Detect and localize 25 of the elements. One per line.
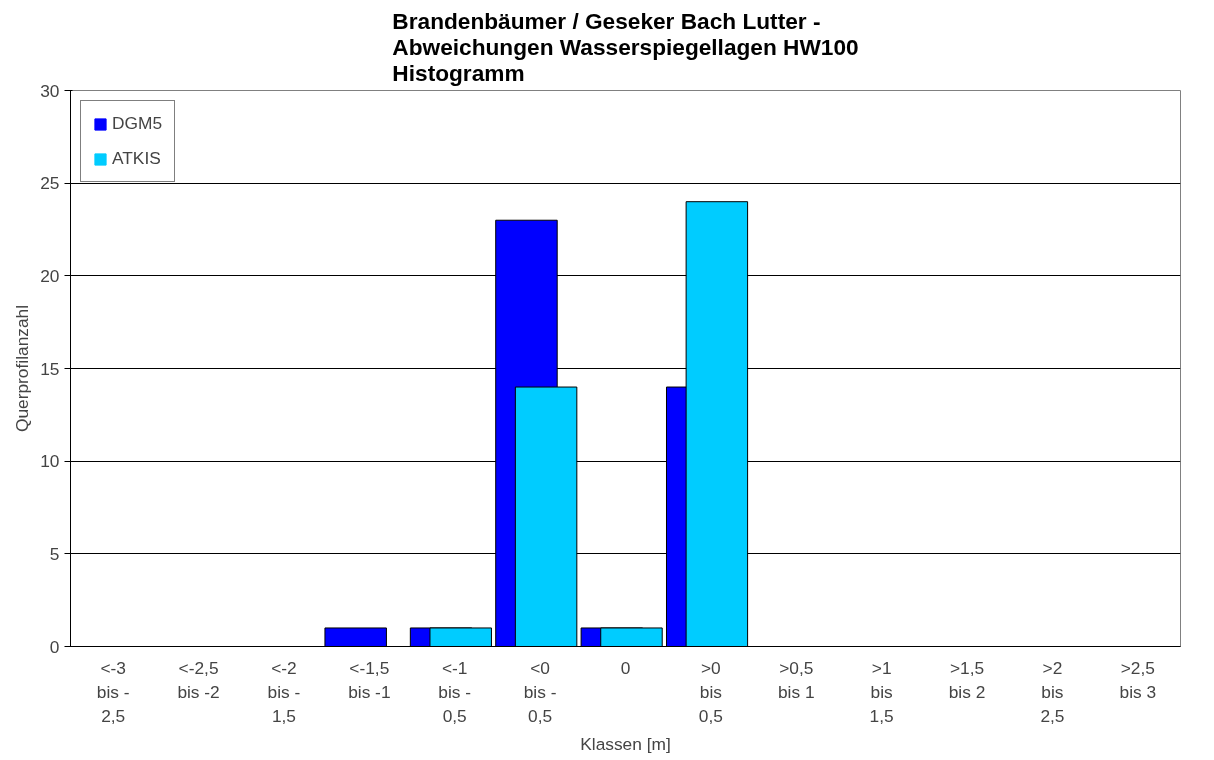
x-tick-label: >2,5 bis 3: [1119, 657, 1157, 702]
x-tick-label: <-1 bis - 0,5: [438, 657, 472, 726]
x-tick-label: <-2 bis - 1,5: [267, 657, 301, 726]
x-tick-label: <-2,5 bis -2: [177, 657, 220, 702]
y-tick-label: 15: [40, 358, 60, 379]
x-tick-label: 0: [620, 657, 631, 678]
y-tick-label: 5: [49, 543, 60, 564]
x-tick-label: >0,5 bis 1: [777, 657, 815, 702]
y-tick-label: 10: [40, 451, 60, 472]
x-tick-label: >0 bis 0,5: [698, 657, 723, 726]
x-axis-title: Klassen [m]: [580, 733, 671, 754]
y-axis-title: Querprofilanzahl: [12, 304, 33, 433]
x-tick-label: <-3 bis - 2,5: [96, 657, 130, 726]
y-tick-label: 0: [49, 636, 60, 657]
y-tick-label: 25: [40, 173, 60, 194]
chart-title: Brandenbäumer / Geseker Bach Lutter - Abweichungen Wasserspiegellagen HW100 Histogramm: [392, 7, 859, 86]
legend-label: ATKIS: [112, 148, 161, 169]
y-tick-label: 30: [40, 80, 60, 101]
x-tick-label: <-1,5 bis -1: [348, 657, 391, 702]
y-tick-label: 20: [40, 265, 60, 286]
legend-label: DGM5: [112, 113, 163, 134]
x-tick-label: >1,5 bis 2: [948, 657, 986, 702]
x-tick-label: >2 bis 2,5: [1040, 657, 1065, 726]
x-tick-label: <0 bis - 0,5: [523, 657, 557, 726]
x-tick-label: >1 bis 1,5: [869, 657, 894, 726]
